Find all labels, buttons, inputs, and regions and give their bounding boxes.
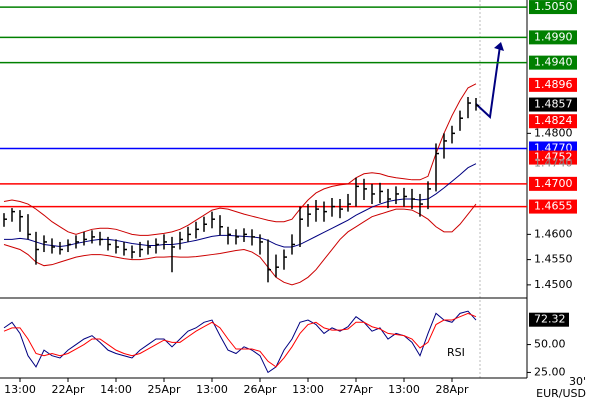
y-tick-label: 1.4550 (534, 253, 573, 266)
overlay-line (3, 83, 477, 236)
x-tick-label: 26Apr (243, 383, 277, 396)
x-tick-label: 27Apr (339, 383, 373, 396)
arrow-head (494, 42, 504, 51)
x-tick-label: 28Apr (435, 383, 469, 396)
level-label: 1.4752 (534, 151, 573, 164)
level-box (529, 0, 577, 15)
level-box (529, 77, 577, 92)
x-tick-label: 13:00 (292, 383, 324, 396)
rsi-tick-label: 25.00 (534, 365, 566, 378)
level-label: 1.5050 (534, 0, 573, 13)
level-label: 1.4940 (534, 56, 573, 69)
symbol: EUR/USD (536, 387, 586, 400)
level-box (529, 199, 577, 214)
x-tick-label: 13:00 (196, 383, 228, 396)
y-tick-label: 1.4500 (534, 278, 573, 291)
timeframe: 30' (569, 375, 586, 388)
level-label: 1.4896 (534, 78, 573, 91)
rsi-line (3, 312, 477, 368)
level-box (529, 30, 577, 45)
x-tick-label: 13:00 (388, 383, 420, 396)
x-tick-label: 13:00 (4, 383, 36, 396)
rsi-last-box (529, 312, 569, 327)
rsi-label: RSI (447, 346, 465, 359)
projection-arrow (475, 45, 501, 120)
level-label: 1.4740 (534, 157, 573, 170)
overlay-line (3, 203, 477, 286)
level-label: 1.4990 (534, 30, 573, 43)
level-box (529, 114, 577, 129)
level-box (529, 97, 577, 112)
y-tick-label: 1.4600 (534, 227, 573, 240)
level-label: 1.4655 (534, 200, 573, 213)
level-label: 1.4700 (534, 177, 573, 190)
x-tick-label: 22Apr (51, 383, 85, 396)
y-tick-label: 1.4800 (534, 126, 573, 139)
level-label: 1.4824 (534, 114, 573, 127)
rsi-line (3, 310, 477, 374)
level-label: 1.4857 (534, 98, 573, 111)
x-tick-label: 25Apr (147, 383, 181, 396)
overlay-line (4, 163, 477, 248)
rsi-tick-label: 50.00 (534, 338, 566, 351)
x-tick-label: 14:00 (100, 383, 132, 396)
level-box (529, 55, 577, 70)
level-box (529, 150, 577, 165)
level-box (529, 176, 577, 191)
rsi-last-label: 72.32 (534, 313, 566, 326)
